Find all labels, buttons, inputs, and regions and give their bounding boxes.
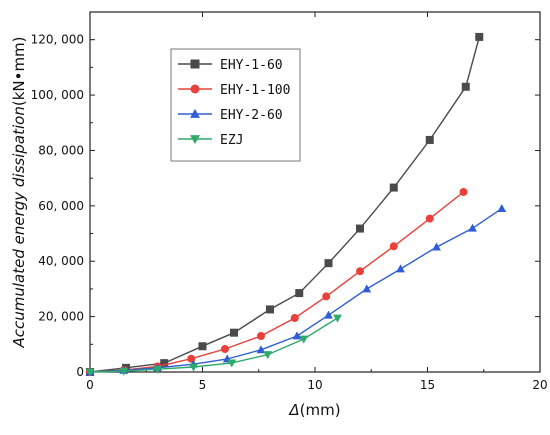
legend-marker: [190, 84, 200, 94]
y-axis-title-unit: (kN•mm): [10, 36, 28, 106]
y-axis-title: Accumulated energy dissipation(kN•mm): [10, 36, 28, 348]
data-point: [497, 204, 507, 213]
legend-label: EHY-1-100: [220, 83, 290, 98]
x-tick-label: 20: [532, 378, 547, 392]
legend-items: EHY-1-60 EHY-1-100 EHY-2-60 EZJ: [178, 58, 290, 148]
series-EHY-1-100: [86, 188, 468, 376]
y-tick-label: 120, 000: [31, 33, 84, 47]
data-point: [425, 135, 434, 144]
x-axis-title: Δ(mm): [288, 401, 340, 419]
legend-label: EZJ: [220, 133, 243, 148]
data-point: [299, 335, 309, 344]
data-point: [389, 183, 398, 192]
data-point: [227, 359, 237, 368]
legend-marker: [190, 108, 200, 118]
data-point: [230, 328, 238, 337]
data-point: [324, 310, 333, 319]
y-axis-ticks: 0 20, 000 40, 000 60, 000 80, 000 100, 000 120…: [31, 33, 540, 379]
data-point: [322, 292, 331, 301]
data-point: [85, 368, 95, 377]
data-point: [333, 314, 342, 323]
y-axis-title-main: Accumulated energy dissipation: [10, 106, 28, 348]
data-point: [153, 365, 162, 374]
data-point: [425, 214, 434, 223]
x-tick-label: 5: [199, 378, 207, 392]
data-point: [461, 82, 470, 91]
data-point: [263, 351, 273, 360]
plot-frame: [89, 11, 541, 373]
x-tick-label: 15: [420, 378, 435, 392]
legend-marker: [190, 135, 200, 145]
legend-label: EHY-1-60: [220, 58, 283, 73]
x-axis-title-unit: (mm): [300, 401, 341, 419]
data-point: [356, 267, 364, 276]
data-point: [292, 331, 302, 340]
data-point: [432, 242, 441, 251]
data-point: [221, 345, 229, 354]
data-point: [257, 332, 265, 340]
data-point: [119, 367, 129, 376]
data-point: [356, 224, 364, 233]
series-EZJ: [85, 314, 342, 377]
data-point: [295, 289, 304, 298]
data-point: [468, 223, 477, 232]
data-point: [396, 264, 405, 273]
legend-marker: [190, 59, 200, 69]
series-layer: [85, 32, 507, 377]
y-tick-label: 60, 000: [38, 199, 84, 213]
y-tick-label: 80, 000: [38, 143, 84, 157]
data-point: [362, 284, 372, 293]
data-point: [475, 32, 484, 41]
y-tick-label: 0: [76, 365, 84, 379]
data-point: [160, 359, 169, 368]
data-point: [198, 342, 207, 351]
y-tick-label: 20, 000: [38, 310, 84, 324]
x-axis-title-main: Δ: [288, 401, 299, 419]
series-line: [89, 317, 338, 373]
y-tick-label: 100, 000: [31, 88, 84, 102]
data-point: [389, 242, 398, 251]
legend-label: EHY-2-60: [220, 108, 283, 123]
x-tick-label: 0: [86, 378, 94, 392]
x-axis-ticks: 0 5 10 15 20: [86, 12, 548, 392]
data-point: [266, 305, 274, 314]
series-line: [89, 191, 464, 373]
data-point: [290, 314, 299, 322]
data-point: [324, 259, 333, 268]
x-tick-label: 10: [307, 378, 322, 392]
legend: EHY-1-60 EHY-1-100 EHY-2-60 EZJ: [170, 48, 301, 162]
data-point: [459, 188, 468, 196]
y-tick-label: 40, 000: [38, 254, 84, 268]
data-point: [256, 345, 266, 354]
data-point: [189, 363, 198, 372]
